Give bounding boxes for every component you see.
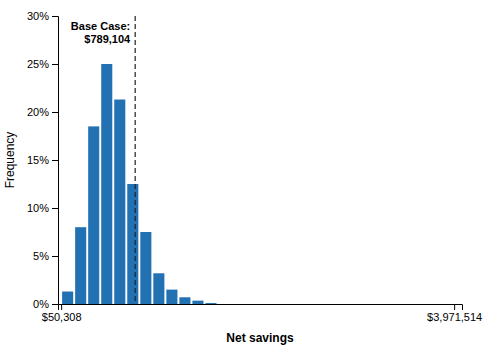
x-tick-label: $50,308 [42, 311, 82, 323]
y-tick: 0% [33, 298, 58, 310]
bar [166, 290, 177, 304]
bar [192, 301, 203, 304]
bar [75, 227, 86, 304]
bar [62, 292, 73, 304]
x-tick: $3,971,514 [427, 304, 482, 323]
y-tick-label: 10% [27, 202, 49, 214]
annotation-line: $789,104 [84, 33, 131, 45]
y-tick: 25% [27, 58, 58, 70]
bar [140, 232, 151, 304]
x-axis: $50,308 $3,971,514 [42, 304, 482, 323]
bar [205, 303, 216, 304]
plot: $50,308 $3,971,514 0% 5% 10% 15% 20% 25% 30% Net … [3, 10, 482, 345]
plot-area [62, 16, 216, 304]
y-tick-label: 5% [33, 250, 49, 262]
y-tick-mark [52, 208, 58, 209]
annotation: Base Case:$789,104 [71, 20, 131, 45]
y-tick-mark [52, 304, 58, 305]
x-tick-label: $3,971,514 [427, 311, 482, 323]
y-tick-mark [52, 16, 58, 17]
bar [101, 64, 112, 304]
x-tick-mark [454, 304, 455, 310]
bar [179, 297, 190, 304]
y-tick-mark [52, 64, 58, 65]
y-tick-label: 30% [27, 10, 49, 22]
y-axis-title: Frequency [3, 132, 17, 189]
y-tick-label: 15% [27, 154, 49, 166]
y-tick: 15% [27, 154, 58, 166]
y-axis: 0% 5% 10% 15% 20% 25% 30% [27, 10, 59, 310]
x-tick-mark [61, 304, 62, 310]
bar [153, 273, 164, 304]
annotation-line: Base Case: [71, 20, 130, 32]
x-axis-title: Net savings [226, 331, 294, 345]
y-tick: 10% [27, 202, 58, 214]
y-tick: 30% [27, 10, 58, 22]
y-tick-mark [52, 160, 58, 161]
y-tick-label: 20% [27, 106, 49, 118]
y-tick-label: 25% [27, 58, 49, 70]
y-tick-mark [52, 112, 58, 113]
bar [114, 100, 125, 304]
bar [127, 184, 138, 304]
chart: $50,308 $3,971,514 0% 5% 10% 15% 20% 25% 30% Net … [0, 0, 500, 350]
bar [88, 126, 99, 304]
y-tick-label: 0% [33, 298, 49, 310]
y-tick-mark [52, 256, 58, 257]
y-tick: 20% [27, 106, 58, 118]
y-axis-line [52, 17, 59, 305]
x-axis-line [59, 305, 463, 311]
y-tick: 5% [33, 250, 58, 262]
base-case-line [135, 16, 136, 304]
